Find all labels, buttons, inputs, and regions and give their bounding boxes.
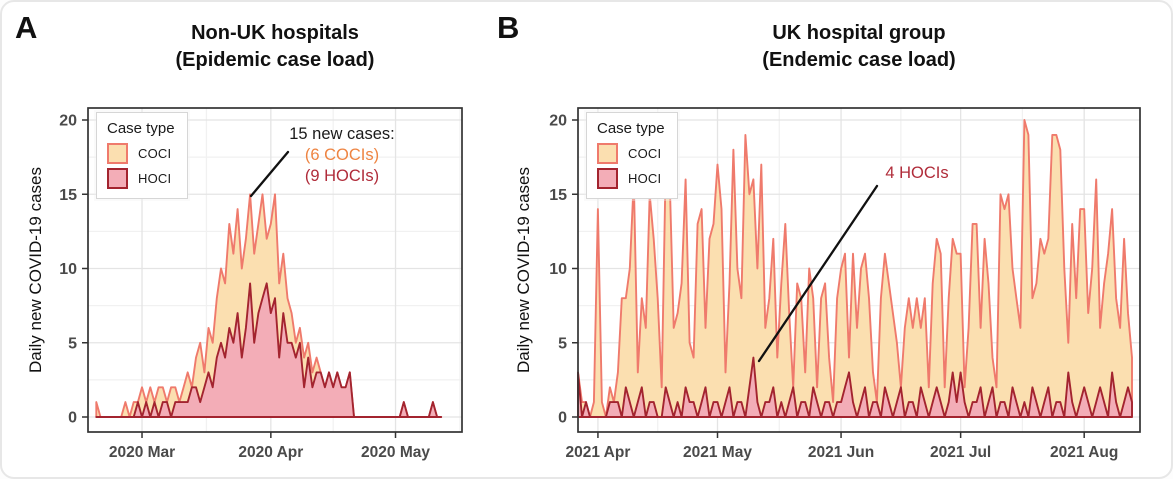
legend-label-coci: COCI xyxy=(628,146,662,161)
legend-row-hoci: HOCI xyxy=(107,168,175,189)
annotation-line: (9 HOCIs) xyxy=(304,167,380,185)
panel-a-title-line1: Non-UK hospitals xyxy=(191,22,359,44)
svg-text:20: 20 xyxy=(59,113,77,130)
legend-row-coci: COCI xyxy=(107,143,175,164)
svg-text:2021 May: 2021 May xyxy=(683,444,752,461)
svg-text:2020 Mar: 2020 Mar xyxy=(109,444,175,461)
svg-text:2021 Aug: 2021 Aug xyxy=(1050,444,1118,461)
svg-text:5: 5 xyxy=(558,335,567,352)
legend-title: Case type xyxy=(597,120,665,137)
svg-text:0: 0 xyxy=(68,410,77,427)
svg-text:15: 15 xyxy=(549,187,567,204)
panel-b-legend: Case type COCI HOCI xyxy=(586,112,678,199)
svg-text:10: 10 xyxy=(59,261,77,278)
legend-label-coci: COCI xyxy=(138,146,172,161)
panel-a-letter: A xyxy=(15,10,38,45)
svg-text:2021 Jul: 2021 Jul xyxy=(930,444,991,461)
legend-title: Case type xyxy=(107,120,175,137)
panel-a-annotation: 15 new cases: (6 COCIs) (9 HOCIs) xyxy=(267,124,417,187)
panel-b-y-axis-label: Daily new COVID-19 cases xyxy=(514,167,533,373)
svg-text:0: 0 xyxy=(558,410,567,427)
panel-a-legend: Case type COCI HOCI xyxy=(96,112,188,199)
svg-text:20: 20 xyxy=(549,113,567,130)
coci-swatch xyxy=(597,143,618,164)
hoci-swatch xyxy=(597,168,618,189)
hoci-swatch xyxy=(107,168,128,189)
svg-text:2020 Apr: 2020 Apr xyxy=(238,444,303,461)
panel-b-title-line2: (Endemic case load) xyxy=(762,49,956,71)
annotation-line: 15 new cases: xyxy=(289,125,395,143)
legend-label-hoci: HOCI xyxy=(138,171,172,186)
panel-b-letter: B xyxy=(497,10,520,45)
legend-row-hoci: HOCI xyxy=(597,168,665,189)
svg-text:15: 15 xyxy=(59,187,77,204)
svg-text:10: 10 xyxy=(549,261,567,278)
svg-text:2021 Apr: 2021 Apr xyxy=(565,444,630,461)
panel-b-annotation: 4 HOCIs xyxy=(867,163,967,184)
panel-b-title: UK hospital group (Endemic case load) xyxy=(578,20,1140,74)
svg-text:5: 5 xyxy=(68,335,77,352)
legend-row-coci: COCI xyxy=(597,143,665,164)
panel-a-title-line2: (Epidemic case load) xyxy=(175,49,375,71)
annotation-line: (6 COCIs) xyxy=(304,146,380,164)
coci-swatch xyxy=(107,143,128,164)
svg-text:2020 May: 2020 May xyxy=(361,444,430,461)
panel-b-title-line1: UK hospital group xyxy=(772,22,946,44)
annotation-line: 4 HOCIs xyxy=(885,164,949,182)
panel-a-y-axis-label: Daily new COVID-19 cases xyxy=(26,167,45,373)
svg-text:2021 Jun: 2021 Jun xyxy=(808,444,874,461)
legend-label-hoci: HOCI xyxy=(628,171,662,186)
panel-a-title: Non-UK hospitals (Epidemic case load) xyxy=(88,20,462,74)
